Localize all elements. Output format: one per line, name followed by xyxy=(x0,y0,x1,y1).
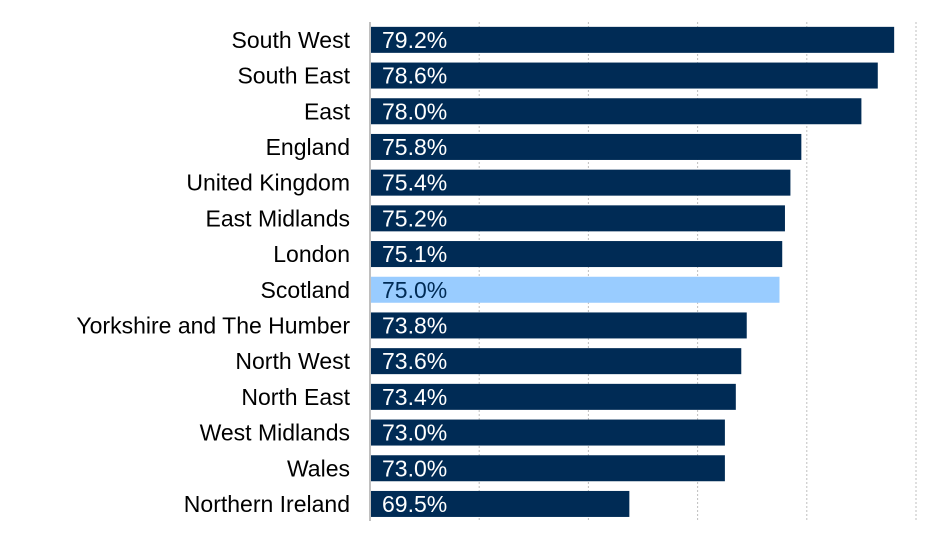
bar xyxy=(371,490,630,517)
bar xyxy=(371,205,785,232)
category-labels: South West South East East England United Ki… xyxy=(76,27,350,517)
category-label: Scotland xyxy=(260,277,350,303)
value-label: 75.8% xyxy=(382,134,447,160)
bar xyxy=(371,26,895,53)
bar xyxy=(371,133,802,160)
category-label: East xyxy=(304,98,351,124)
bar xyxy=(371,348,742,375)
value-label: 73.4% xyxy=(382,384,447,410)
value-label: 78.6% xyxy=(382,63,447,89)
bar xyxy=(371,169,791,196)
bar xyxy=(371,276,780,303)
bar xyxy=(371,383,736,410)
category-label: North West xyxy=(235,348,350,374)
value-labels: 79.2% 78.6% 78.0% 75.8% 75.4% 75.2% 75.1% 75.0%… xyxy=(382,27,447,517)
category-label: Yorkshire and The Humber xyxy=(76,312,350,338)
value-label: 73.6% xyxy=(382,348,447,374)
category-label: South West xyxy=(232,27,351,53)
category-label: North East xyxy=(241,384,350,410)
bars xyxy=(371,26,895,517)
category-label: Northern Ireland xyxy=(184,491,350,517)
category-label: South East xyxy=(237,63,350,89)
value-label: 79.2% xyxy=(382,27,447,53)
bar xyxy=(371,98,862,125)
category-label: London xyxy=(273,241,350,267)
category-label: West Midlands xyxy=(200,420,350,446)
value-label: 73.0% xyxy=(382,455,447,481)
value-label: 73.8% xyxy=(382,312,447,338)
value-label: 73.0% xyxy=(382,420,447,446)
value-label: 69.5% xyxy=(382,491,447,517)
bar xyxy=(371,62,878,89)
bar xyxy=(371,312,747,339)
category-label: United Kingdom xyxy=(186,170,350,196)
category-label: England xyxy=(266,134,350,160)
category-label: East Midlands xyxy=(206,205,350,231)
value-label: 75.1% xyxy=(382,241,447,267)
value-label: 75.2% xyxy=(382,205,447,231)
category-label: Wales xyxy=(287,455,350,481)
bar xyxy=(371,241,783,268)
gridlines xyxy=(369,22,917,521)
value-label: 78.0% xyxy=(382,98,447,124)
bar xyxy=(371,419,725,446)
value-label: 75.4% xyxy=(382,170,447,196)
bar xyxy=(371,455,725,482)
value-label: 75.0% xyxy=(382,277,447,303)
